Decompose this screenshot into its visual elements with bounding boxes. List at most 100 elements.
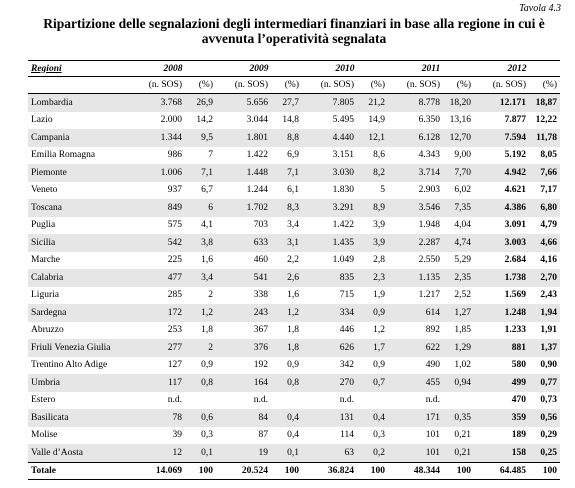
table-cell: 3,4 xyxy=(185,269,216,287)
table-cell: 2,3 xyxy=(357,269,388,287)
subcolumn-header: (%) xyxy=(357,76,388,94)
region-name: Liguria xyxy=(31,290,59,301)
table-cell: 1.435 xyxy=(302,234,357,252)
table-cell: 8,2 xyxy=(357,164,388,182)
table-cell: 881 xyxy=(474,339,530,357)
table-cell: 1,6 xyxy=(201,255,213,266)
table-cell: 1,6 xyxy=(287,290,299,301)
table-cell: 342 xyxy=(339,360,354,371)
region-name: Sicilia xyxy=(28,234,130,252)
table-cell: 5,29 xyxy=(454,255,472,266)
table-row: Lombardia 3.768 26,9 5.656 27,7 7.805 21,2 8.77… xyxy=(28,93,561,112)
table-cell: 285 xyxy=(167,290,182,301)
region-name: Valle d’Aosta xyxy=(28,444,130,462)
table-cell: 127 xyxy=(167,360,182,371)
region-name: Estero xyxy=(31,395,56,406)
table-cell: 19 xyxy=(216,444,271,462)
total-cell: 36.824 xyxy=(302,461,357,480)
column-header: 2011 xyxy=(388,60,475,77)
region-name: Lazio xyxy=(31,115,53,126)
table-cell: 1.830 xyxy=(332,185,354,196)
table-cell: 3.291 xyxy=(302,199,357,217)
subcolumn-header: (%) xyxy=(443,76,475,94)
table-cell: 703 xyxy=(253,220,268,231)
table-cell: 2,52 xyxy=(454,290,472,301)
table-cell: 11,78 xyxy=(529,129,561,147)
table-cell: 455 xyxy=(388,374,443,392)
table-cell: 3.546 xyxy=(388,199,443,217)
region-name: Emilia Romagna xyxy=(31,150,96,161)
table-cell: 3.030 xyxy=(302,164,357,182)
table-row: (n. SOS) (%) (n. SOS) (%) (n. SOS) (%) (n. SOS… xyxy=(28,76,561,94)
table-cell: 7,35 xyxy=(443,199,475,217)
total-cell: 100 xyxy=(271,461,302,480)
table-cell xyxy=(357,392,388,410)
table-cell: 477 xyxy=(130,269,185,287)
table-cell: 1,8 xyxy=(201,325,213,336)
table-cell: 7 xyxy=(208,150,213,161)
table-cell: 4,66 xyxy=(529,234,561,252)
table-cell: 5.495 xyxy=(332,115,354,126)
table-row: Molise 39 0,3 87 0,4 114 0,3 101 0,21 189 0,29 xyxy=(28,427,560,445)
table-cell: 1.948 xyxy=(418,220,440,231)
table-cell: 0,21 xyxy=(454,430,472,441)
table-cell: 1.569 xyxy=(504,290,527,301)
region-name: Lombardia xyxy=(28,93,130,112)
table-cell: 376 xyxy=(216,339,271,357)
subcolumn-header: (n. SOS) xyxy=(474,76,530,94)
table-cell: 7.805 xyxy=(302,93,357,112)
table-cell: 12.171 xyxy=(474,93,530,112)
table-cell: 715 xyxy=(339,290,354,301)
region-name: Molise xyxy=(31,430,58,441)
table-cell: n.d. xyxy=(425,395,440,406)
table-cell: 14,2 xyxy=(196,115,213,126)
table-cell: 0,2 xyxy=(357,444,388,462)
table-cell: 2,2 xyxy=(287,255,299,266)
table-row: Totale 14.069 100 20.524 100 36.824 100 48.344 1… xyxy=(28,461,561,480)
table-cell: 0,3 xyxy=(373,430,385,441)
table-cell: 1.702 xyxy=(216,199,271,217)
table-cell: 2,6 xyxy=(271,269,302,287)
table-cell: 0,77 xyxy=(529,374,561,392)
table-cell: 0,9 xyxy=(287,360,299,371)
table-cell: 0,94 xyxy=(443,374,475,392)
table-cell: 892 xyxy=(425,325,440,336)
total-cell: 64.485 xyxy=(474,461,530,480)
table-cell: 1.422 xyxy=(246,150,268,161)
table-cell: 2 xyxy=(208,290,213,301)
total-cell: 100 xyxy=(529,461,561,480)
table-cell: 13,16 xyxy=(449,115,472,126)
table-cell: 4.440 xyxy=(302,129,357,147)
table-cell: 4.942 xyxy=(474,164,530,182)
region-name: Calabria xyxy=(28,269,130,287)
table-cell: 2.287 xyxy=(388,234,443,252)
table-cell: 1,8 xyxy=(287,325,299,336)
data-table: Regioni 2008 2009 2010 2011 2012 (n. SOS) (%) (n… xyxy=(28,60,561,480)
table-cell: 8,8 xyxy=(271,129,302,147)
table-cell: 8,6 xyxy=(373,150,385,161)
table-cell: 7,66 xyxy=(529,164,561,182)
table-cell: 101 xyxy=(388,444,443,462)
table-cell: 0,1 xyxy=(271,444,302,462)
table-cell: 131 xyxy=(302,409,357,427)
table-cell: 835 xyxy=(302,269,357,287)
table-cell: 0,7 xyxy=(357,374,388,392)
table-cell: 7,1 xyxy=(271,164,302,182)
table-cell: 499 xyxy=(474,374,530,392)
table-row: Umbria 117 0,8 164 0,8 270 0,7 455 0,94 499 0,77 xyxy=(28,374,561,392)
table-cell: n.d. xyxy=(253,395,268,406)
table-cell: 575 xyxy=(167,220,182,231)
table-cell: 0,4 xyxy=(287,430,299,441)
table-cell: 6,7 xyxy=(201,185,213,196)
table-cell: 1.248 xyxy=(474,304,530,322)
table-row: Campania 1.344 9,5 1.801 8,8 4.440 12,1 6.128 12… xyxy=(28,129,561,147)
table-cell: 7,17 xyxy=(540,185,558,196)
subcolumn-header: (%) xyxy=(185,76,216,94)
table-cell: 6,1 xyxy=(287,185,299,196)
table-cell: n.d. xyxy=(339,395,354,406)
table-cell: 8,3 xyxy=(271,199,302,217)
table-cell: 1.244 xyxy=(246,185,268,196)
table-cell: 3,4 xyxy=(287,220,299,231)
table-cell: 1.801 xyxy=(216,129,271,147)
table-cell: 243 xyxy=(216,304,271,322)
